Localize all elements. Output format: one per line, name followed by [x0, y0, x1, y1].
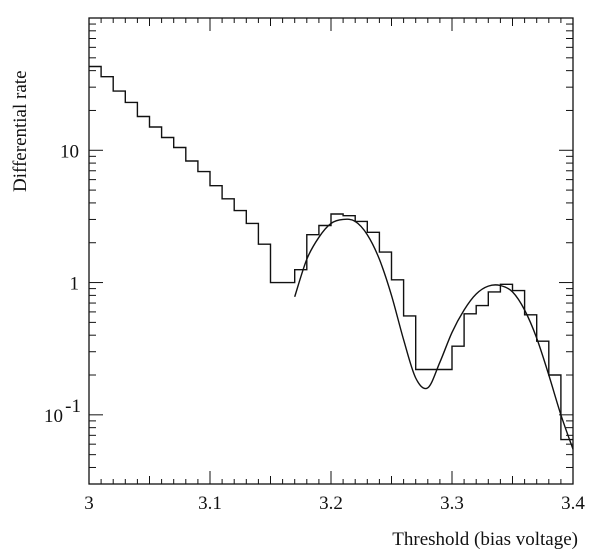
fit-curve-series: [294, 218, 574, 450]
x-axis-ticks: [88, 18, 574, 484]
histogram-series: [89, 65, 573, 441]
y-axis-ticks: [89, 17, 573, 485]
x-tick-labels: 3 3.1 3.2 3.3 3.4: [84, 493, 585, 514]
fit-curve: [294, 218, 574, 450]
x-tick-label: 3.4: [561, 493, 585, 514]
y-tick-exponent: -1: [65, 396, 81, 417]
x-tick-label: 3: [84, 493, 94, 514]
x-tick-label: 3.1: [198, 493, 222, 514]
histogram-steps: [89, 65, 573, 441]
y-axis-label: Differential rate: [10, 71, 31, 193]
x-tick-label: 3.2: [319, 493, 343, 514]
plot-frame: [88, 17, 574, 485]
y-tick-label: 10: [60, 141, 79, 162]
x-tick-label: 3.3: [440, 493, 464, 514]
y-tick-label: 10: [44, 406, 63, 427]
x-axis-label: Threshold (bias voltage): [392, 529, 578, 549]
plot-border: [88, 17, 574, 485]
y-tick-label: 1: [70, 274, 80, 295]
